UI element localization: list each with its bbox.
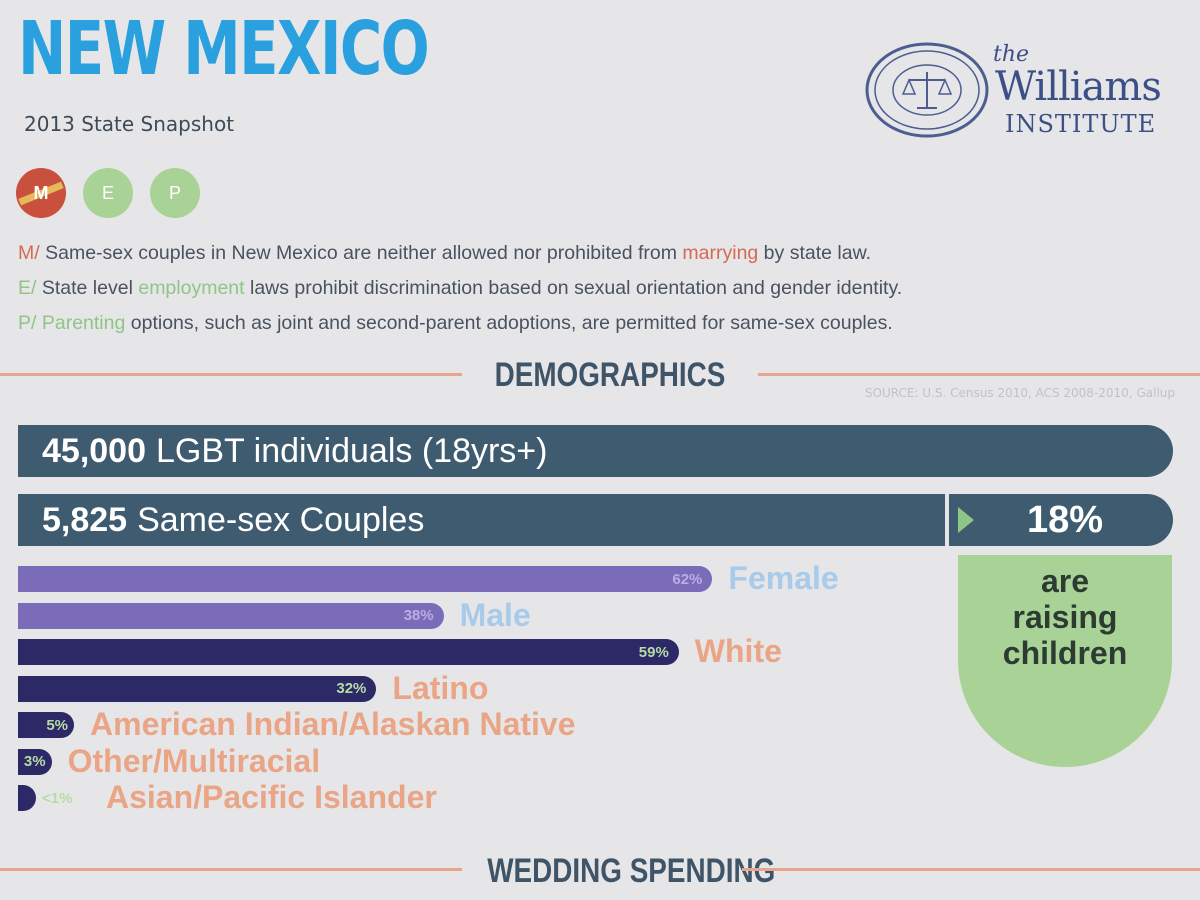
raising-children-percent: 18% [1026, 499, 1104, 541]
lgbt-label: LGBT individuals (18yrs+) [156, 431, 548, 470]
bar-white: 59% [18, 639, 679, 665]
parenting-law-line: P/ Parenting options, such as joint and … [18, 312, 893, 335]
badge-letter: P [168, 182, 181, 203]
bar-value-label: <1% [42, 789, 73, 807]
page-subtitle: 2013 State Snapshot [24, 112, 235, 136]
divider [0, 373, 462, 376]
raising-line: raising [1012, 599, 1118, 635]
bar-value-label: 32% [336, 680, 367, 697]
bar-category-label: Asian/Pacific Islander [106, 779, 437, 815]
logo-institute: INSTITUTE [1005, 110, 1157, 138]
law-prefix: P/ [18, 312, 37, 334]
law-text-after: options, such as joint and second-parent… [125, 312, 893, 334]
marriage-law-line: M/ Same-sex couples in New Mexico are ne… [18, 242, 871, 265]
law-text-after: laws prohibit discrimination based on se… [244, 277, 903, 299]
bar-category-label: Other/Multiracial [67, 742, 321, 779]
law-highlight: marrying [682, 242, 759, 264]
bar-value-label: 62% [672, 570, 703, 588]
logo-the: the [993, 42, 1030, 67]
bar-value-label: 38% [403, 607, 434, 624]
arrow-icon [958, 507, 974, 533]
law-text-after: by state law. [758, 242, 871, 264]
couples-label: Same-sex Couples [137, 500, 425, 539]
bar-other-multiracial: 3% [18, 748, 52, 775]
divider [742, 868, 1200, 871]
raising-children-shape [958, 555, 1172, 767]
bar-category-label: American Indian/Alaskan Native [90, 706, 576, 742]
bar-asian-pacific-islander: <1% [18, 785, 72, 811]
williams-institute-logo: the Williams INSTITUTE [865, 42, 1175, 138]
couples-count: 5,825 [42, 500, 128, 539]
law-text-before: State level [41, 277, 139, 299]
employment-badge: E [83, 168, 133, 218]
marriage-badge: M [16, 168, 66, 218]
logo-name: Williams [995, 64, 1162, 110]
badge-letter: E [101, 182, 114, 203]
divider [0, 868, 462, 871]
same-sex-couples-bar: 5,825 Same-sex Couples [18, 494, 1173, 546]
raising-line: are [1040, 563, 1090, 599]
bar-category-label: Male [459, 596, 531, 633]
raising-line: children [1002, 635, 1128, 671]
law-highlight: employment [138, 277, 245, 299]
bar-category-label: Female [728, 560, 839, 596]
bar-value-label: 5% [46, 716, 68, 734]
bar-value-label: 3% [23, 753, 46, 770]
bar-male: 38% [18, 602, 444, 629]
bar-female: 62% [18, 566, 713, 592]
wedding-spending-heading: WEDDING SPENDING [487, 852, 776, 890]
bar-latino: 32% [18, 675, 377, 702]
demographics-heading: DEMOGRAPHICS [494, 356, 726, 394]
law-highlight: Parenting [41, 312, 126, 334]
bar-american-indian-alaskan-native: 5% [18, 712, 74, 738]
law-prefix: M/ [18, 242, 40, 264]
badge-letter: M [33, 182, 49, 203]
lgbt-count: 45,000 [42, 431, 146, 470]
employment-law-line: E/ State level employment laws prohibit … [18, 277, 902, 300]
seal-icon [865, 42, 989, 138]
bar-value-label: 59% [638, 643, 669, 661]
bar-divider [945, 494, 949, 546]
bar-category-label: White [694, 633, 782, 669]
page-title: NEW MEXICO [18, 6, 430, 92]
lgbt-individuals-bar: 45,000 LGBT individuals (18yrs+) [18, 425, 1173, 477]
bar-category-label: Latino [392, 669, 489, 706]
parenting-badge: P [150, 168, 200, 218]
law-text-before: Same-sex couples in New Mexico are neith… [45, 242, 683, 264]
divider [758, 373, 1200, 376]
law-prefix: E/ [18, 277, 37, 299]
raising-children-text: are raising children [958, 563, 1172, 671]
source-note: SOURCE: U.S. Census 2010, ACS 2008-2010,… [864, 386, 1175, 400]
